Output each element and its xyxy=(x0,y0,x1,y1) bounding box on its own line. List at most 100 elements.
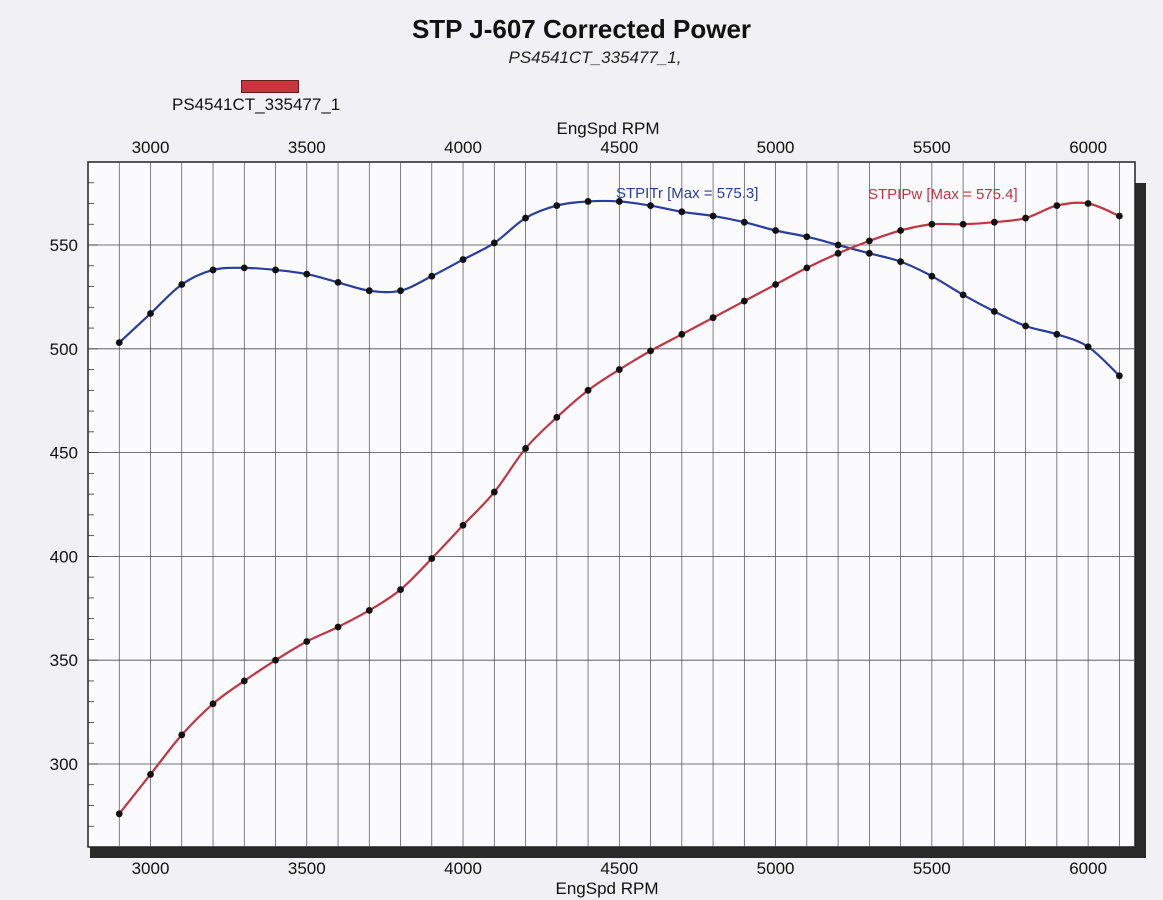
data-point-stpipw xyxy=(865,237,873,245)
data-point-stpipw xyxy=(647,347,654,355)
data-point-stpitr xyxy=(865,249,873,257)
data-point-stpitr xyxy=(147,310,154,317)
data-point-stpipw xyxy=(959,220,967,228)
data-point-stpipw xyxy=(428,555,436,562)
x-tick-label-bottom: 5500 xyxy=(913,859,951,878)
plot-area xyxy=(87,161,1136,848)
data-point-stpitr xyxy=(959,291,967,299)
data-point-stpitr xyxy=(365,287,373,295)
data-point-stpipw xyxy=(772,281,779,288)
data-point-stpitr xyxy=(178,281,186,288)
series-annotation-torque: STPITr [Max = 575.3] xyxy=(616,185,758,202)
data-point-stpipw xyxy=(803,264,811,272)
y-tick-label: 300 xyxy=(50,755,78,774)
plot-shadow-right xyxy=(1133,183,1146,848)
x-tick-label-bottom: 4000 xyxy=(444,859,482,878)
plot-shadow-bottom xyxy=(90,847,1146,858)
data-point-stpitr xyxy=(303,270,311,278)
legend-label: PS4541CT_335477_1 xyxy=(172,95,341,114)
x-tick-label-top: 5500 xyxy=(913,138,951,157)
data-point-stpitr xyxy=(272,266,279,274)
x-tick-label-top: 6000 xyxy=(1069,138,1107,157)
data-point-stpitr xyxy=(553,202,561,209)
data-point-stpitr xyxy=(459,256,467,263)
y-axis: 300 350 400 450 500 550 xyxy=(50,182,98,827)
x-tick-label-bottom: 6000 xyxy=(1069,859,1107,878)
x-tick-label-top: 3000 xyxy=(132,138,170,157)
data-point-stpitr xyxy=(834,241,842,249)
data-point-stpipw xyxy=(459,521,467,529)
y-tick-label: 450 xyxy=(50,444,78,463)
data-point-stpitr xyxy=(709,212,717,220)
data-point-stpipw xyxy=(615,366,623,373)
data-point-stpitr xyxy=(240,264,248,272)
data-point-stpipw xyxy=(740,297,748,305)
data-point-stpipw xyxy=(272,656,279,664)
data-point-stpipw xyxy=(553,413,561,421)
x-tick-label-top: 3500 xyxy=(288,138,326,157)
data-point-stpipw xyxy=(147,770,154,778)
data-point-stpitr xyxy=(928,272,936,280)
data-point-stpitr xyxy=(428,272,436,280)
data-point-stpipw xyxy=(834,249,842,257)
data-point-stpitr xyxy=(522,214,529,222)
data-point-stpipw xyxy=(115,810,123,818)
data-point-stpipw xyxy=(490,488,498,496)
data-point-stpipw xyxy=(584,386,592,394)
data-point-stpitr xyxy=(1053,330,1061,338)
data-point-stpitr xyxy=(1115,372,1123,380)
x-tick-label-bottom: 5000 xyxy=(757,859,795,878)
grid xyxy=(88,162,1135,847)
series-annotation-power: STPIPw [Max = 575.4] xyxy=(868,186,1018,203)
data-point-stpipw xyxy=(678,330,686,338)
data-point-stpipw xyxy=(990,218,998,226)
data-point-stpitr xyxy=(740,218,748,226)
data-point-stpipw xyxy=(928,220,936,228)
series-group xyxy=(115,198,1123,818)
x-axis-label-top: EngSpd RPM xyxy=(557,119,660,138)
data-point-stpipw xyxy=(709,314,717,322)
data-point-stpitr xyxy=(803,233,811,241)
chart-subtitle: PS4541CT_335477_1, xyxy=(508,48,682,67)
data-point-stpipw xyxy=(209,700,217,708)
data-point-stpipw xyxy=(1115,212,1123,220)
data-point-stpipw xyxy=(1022,214,1030,222)
x-tick-label-top: 4000 xyxy=(444,138,482,157)
data-point-stpipw xyxy=(897,227,904,234)
x-tick-label-top: 5000 xyxy=(757,138,795,157)
data-point-stpitr xyxy=(115,339,123,346)
x-tick-label-bottom: 3500 xyxy=(288,859,326,878)
data-point-stpipw xyxy=(240,677,248,685)
data-point-stpitr xyxy=(397,287,404,295)
data-point-stpipw xyxy=(365,606,373,614)
data-point-stpitr xyxy=(772,227,779,234)
data-point-stpitr xyxy=(334,278,342,286)
data-point-stpitr xyxy=(1022,322,1030,330)
x-tick-label-bottom: 3000 xyxy=(132,859,170,878)
data-point-stpitr xyxy=(678,208,686,216)
data-point-stpitr xyxy=(990,308,998,315)
data-point-stpipw xyxy=(522,445,529,452)
x-axis-top: 3000 3500 4000 4500 5000 5500 6000 xyxy=(132,138,1107,157)
data-point-stpitr xyxy=(1084,343,1092,351)
y-tick-label: 350 xyxy=(50,651,78,670)
data-point-stpitr xyxy=(584,198,592,205)
data-point-stpitr xyxy=(209,266,217,274)
y-tick-label: 500 xyxy=(50,340,78,359)
chart-title: STP J-607 Corrected Power xyxy=(411,14,752,44)
data-point-stpipw xyxy=(334,623,342,631)
x-axis-label-bottom: EngSpd RPM xyxy=(556,879,659,898)
data-point-stpipw xyxy=(178,731,186,739)
data-point-stpipw xyxy=(303,638,311,645)
y-tick-label: 550 xyxy=(50,236,78,255)
legend-swatch xyxy=(241,80,299,93)
data-point-stpitr xyxy=(897,258,904,266)
data-point-stpipw xyxy=(397,586,404,594)
x-tick-label-bottom: 4500 xyxy=(600,859,638,878)
data-point-stpitr xyxy=(490,239,498,247)
data-point-stpipw xyxy=(1084,200,1092,207)
data-point-stpipw xyxy=(1053,202,1061,209)
x-tick-label-top: 4500 xyxy=(600,138,638,157)
data-point-stpitr xyxy=(647,202,654,209)
